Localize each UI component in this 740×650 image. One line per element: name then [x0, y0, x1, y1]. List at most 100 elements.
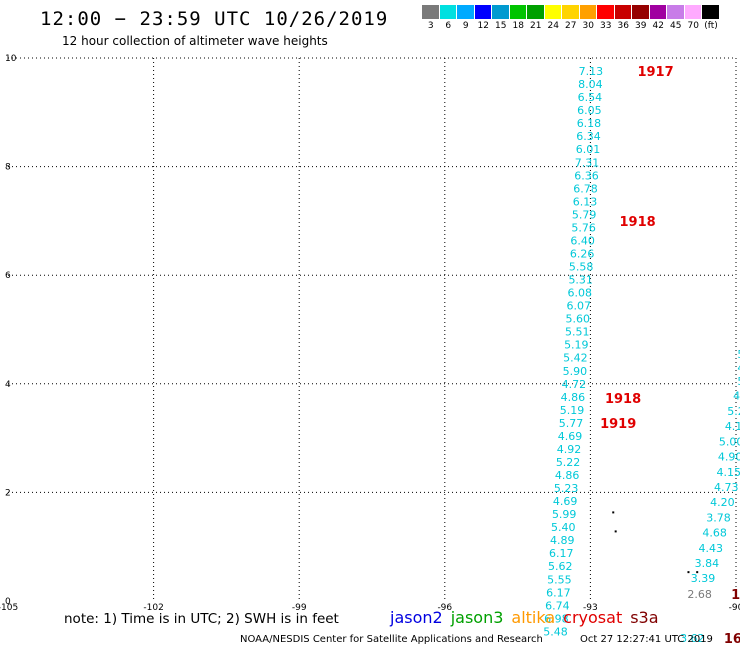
wave-height-value: 6.08 [567, 287, 592, 300]
wave-height-value: 4.68 [702, 527, 727, 540]
wave-height-value: 6.40 [570, 234, 595, 247]
color-swatch [597, 5, 615, 19]
x-tick-label: -99 [292, 603, 307, 613]
wave-height-value: 6.26 [570, 247, 595, 260]
coast-mark [614, 530, 617, 533]
x-tick-label: -90 [729, 603, 740, 613]
color-scale-label: 3 [427, 21, 434, 31]
satellite-jason3: jason3 [450, 608, 504, 627]
wave-height-value: 6.36 [574, 169, 599, 182]
wave-height-value: 5.48 [543, 625, 568, 638]
color-swatch [492, 5, 510, 19]
wave-height-value: 5.55 [547, 573, 572, 586]
wave-height-value: 6.05 [577, 104, 602, 117]
wave-height-value: 7.13 [579, 65, 604, 78]
wave-height-value: 5.76 [571, 221, 596, 234]
color-swatch [474, 5, 492, 19]
wave-height-value: 4.72 [562, 378, 587, 391]
wave-height-value: 5.62 [548, 560, 573, 573]
satellite-jason2: jason2 [390, 608, 443, 627]
y-tick-label: 8 [5, 163, 11, 173]
x-tick-label: -105 [0, 603, 18, 613]
page-subtitle: 12 hour collection of altimeter wave hei… [62, 34, 328, 48]
wave-height-value: 3.62 [680, 632, 705, 645]
footer-credit: NOAA/NESDIS Center for Satellite Applica… [240, 634, 543, 645]
wave-height-value: 6.01 [576, 143, 601, 156]
color-swatch [632, 5, 650, 19]
wave-height-value: 3.78 [706, 511, 731, 524]
wave-height-value: 5.22 [556, 456, 581, 469]
color-swatch [702, 5, 720, 19]
wave-height-value: 4.73 [714, 481, 739, 494]
wave-height-value: 6.78 [573, 182, 598, 195]
wave-height-value: 4. [733, 390, 740, 403]
y-tick-label: 10 [5, 54, 17, 64]
wave-height-value: 5 [737, 375, 740, 388]
color-scale-label: 15 [495, 21, 507, 31]
coast-mark [687, 571, 690, 574]
wave-height-value: 5.42 [563, 352, 588, 365]
wave-height-value: 4.43 [699, 542, 724, 555]
color-swatch [422, 5, 440, 19]
units-note: note: 1) Time is in UTC; 2) SWH is in fe… [64, 611, 339, 627]
wave-height-value: 6.54 [578, 91, 603, 104]
wave-height-value: 6.98 [544, 612, 569, 625]
wave-height-value: 4.1 [725, 420, 740, 433]
color-swatch [457, 5, 475, 19]
wave-height-value: 6.34 [576, 130, 601, 143]
color-swatch [649, 5, 667, 19]
wave-height-value: 6.18 [577, 117, 602, 130]
color-swatch [684, 5, 702, 19]
wave-height-value: 5.23 [554, 482, 579, 495]
track-time-label: 1919 [600, 417, 636, 432]
wave-height-value: 5.19 [564, 339, 589, 352]
color-scale-swatches [422, 5, 720, 19]
wave-height-value: 4.69 [558, 430, 583, 443]
color-swatch [439, 5, 457, 19]
x-tick-label: -96 [437, 603, 452, 613]
color-scale-label: 39 [635, 21, 647, 31]
wave-height-value: 5.31 [568, 274, 593, 287]
satellite-s3a: s3a [630, 608, 659, 627]
satellite-legend: jason2 jason3 altika cryosat s3a [390, 608, 659, 627]
color-swatch [579, 5, 597, 19]
color-scale-label: 45 [670, 21, 682, 31]
color-scale-label: (ft) [704, 21, 718, 31]
wave-height-value: 3.84 [695, 557, 720, 570]
wave-height-value: 4.15 [716, 466, 740, 479]
coast-mark [612, 511, 615, 514]
color-scale-label: 36 [617, 21, 629, 31]
color-scale-label: 70 [687, 21, 699, 31]
color-scale-label: 30 [582, 21, 594, 31]
color-scale-label: 21 [530, 21, 542, 31]
satellite-cryosat: cryosat [563, 608, 623, 627]
wave-height-value: 6.74 [545, 599, 570, 612]
wave-height-value: 5.00 [719, 435, 740, 448]
wave-height-value: 4.90 [718, 451, 740, 464]
wave-height-value: 5 [737, 348, 740, 361]
wave-height-value: 4.86 [561, 391, 586, 404]
track-time-label: 1918 [605, 392, 641, 407]
wave-height-value: 4.92 [557, 443, 582, 456]
wave-height-value: 5.51 [565, 326, 590, 339]
y-tick-label: 0 [5, 597, 11, 607]
color-scale-label: 24 [547, 21, 559, 31]
track-time-label: 1 [731, 588, 740, 603]
color-scale-label: 42 [652, 21, 664, 31]
y-tick-label: 6 [5, 271, 11, 281]
wave-height-value: 5.2 [727, 405, 740, 418]
track-time-label: 1918 [620, 215, 656, 230]
color-scale-label: 27 [565, 21, 577, 31]
color-swatch [614, 5, 632, 19]
color-scale-label: 12 [477, 21, 489, 31]
wave-height-value: 6.13 [573, 195, 598, 208]
y-tick-label: 4 [5, 380, 11, 390]
wave-height-value: 5.99 [552, 508, 577, 521]
footer-timestamp: Oct 27 12:27:41 UTC 2019 [580, 634, 713, 645]
page-title: 12:00 − 23:59 UTC 10/26/2019 [40, 8, 389, 30]
wave-height-value: 4.86 [555, 469, 580, 482]
x-tick-label: -93 [583, 603, 598, 613]
track-time-label: 1917 [637, 65, 673, 80]
